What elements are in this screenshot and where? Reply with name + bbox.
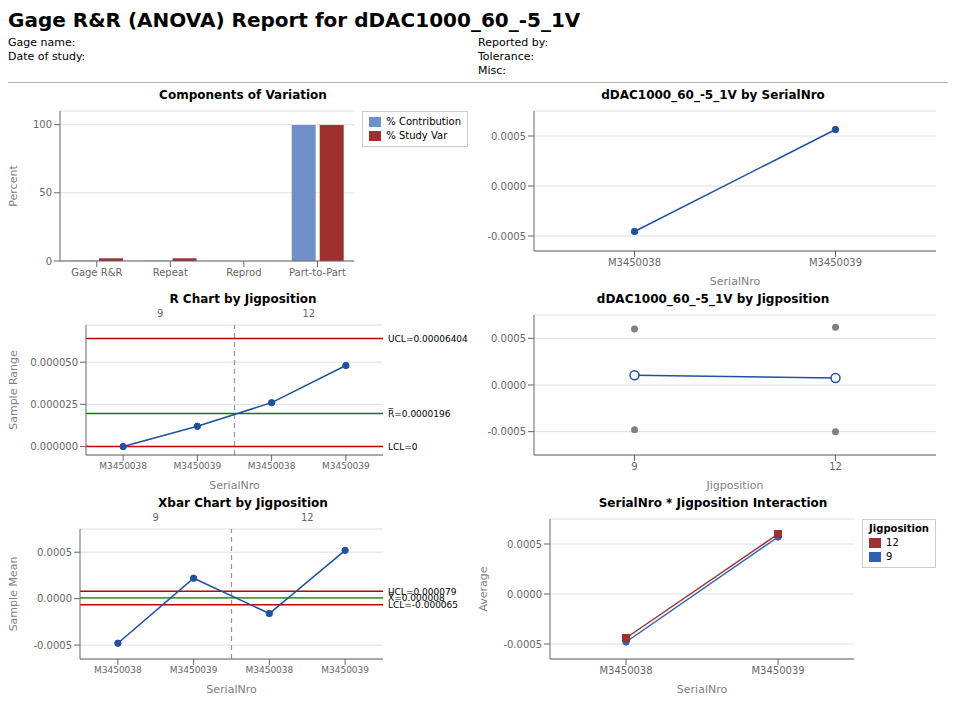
html-text:dDAC1000_60_-5_1V by SerialNro: dDAC1000_60_-5_1V by SerialNro bbox=[601, 88, 825, 102]
svg-text:M3450038: M3450038 bbox=[248, 461, 296, 471]
svg-text:Repeat: Repeat bbox=[153, 267, 188, 278]
svg-text:Percent: Percent bbox=[8, 165, 20, 207]
svg-text:12: 12 bbox=[829, 461, 842, 472]
svg-text:0.0005: 0.0005 bbox=[491, 131, 526, 142]
html-text:dDAC1000_60_-5_1V by Jigpositi: dDAC1000_60_-5_1V by Jigposition bbox=[596, 292, 830, 306]
svg-text:0.000025: 0.000025 bbox=[30, 399, 78, 410]
svg-text:0: 0 bbox=[46, 256, 52, 267]
svg-text:9: 9 bbox=[153, 512, 159, 523]
svg-text:UCL=0.00006404: UCL=0.00006404 bbox=[388, 334, 468, 344]
svg-text:12: 12 bbox=[302, 308, 315, 319]
svg-text:-0.0005: -0.0005 bbox=[487, 426, 526, 437]
svg-text:0.0000: 0.0000 bbox=[37, 593, 72, 604]
svg-text:0.0005: 0.0005 bbox=[37, 547, 72, 558]
svg-text:100: 100 bbox=[33, 119, 52, 130]
html-text:Components of Variation: Components of Variation bbox=[159, 88, 327, 102]
svg-text:50: 50 bbox=[39, 187, 52, 198]
svg-text:0.0005: 0.0005 bbox=[507, 539, 542, 550]
html-text:SerialNro * Jigposition Intera: SerialNro * Jigposition Interaction bbox=[598, 496, 828, 510]
svg-text:M3450039: M3450039 bbox=[809, 257, 862, 268]
html-text:% Contribution: % Contribution bbox=[386, 116, 461, 127]
svg-text:M3450039: M3450039 bbox=[322, 461, 370, 471]
svg-text:M3450038: M3450038 bbox=[245, 665, 293, 675]
html-text:Xbar Chart by Jigposition: Xbar Chart by Jigposition bbox=[158, 496, 328, 510]
svg-text:-0.0005: -0.0005 bbox=[487, 231, 526, 242]
html-text:9: 9 bbox=[886, 551, 893, 562]
svg-text:M3450039: M3450039 bbox=[751, 665, 804, 676]
svg-text:Sample Range: Sample Range bbox=[8, 350, 20, 430]
svg-text:Average: Average bbox=[478, 566, 490, 611]
svg-text:SerialNro: SerialNro bbox=[206, 683, 257, 696]
svg-text:R̅=0.0000196: R̅=0.0000196 bbox=[388, 408, 451, 419]
html-text:12: 12 bbox=[886, 537, 899, 548]
html-text:Tolerance:: Tolerance: bbox=[478, 50, 535, 63]
svg-text:Part-to-Part: Part-to-Part bbox=[289, 267, 346, 278]
svg-text:Gage R&R: Gage R&R bbox=[71, 267, 122, 278]
svg-text:SerialNro: SerialNro bbox=[710, 275, 761, 288]
svg-text:0.000000: 0.000000 bbox=[30, 441, 78, 452]
html-text:% Study Var: % Study Var bbox=[386, 130, 448, 141]
svg-text:M3450038: M3450038 bbox=[99, 461, 147, 471]
svg-text:M3450038: M3450038 bbox=[608, 257, 661, 268]
svg-text:-0.0005: -0.0005 bbox=[33, 640, 72, 651]
svg-text:Reprod: Reprod bbox=[226, 267, 261, 278]
svg-text:SerialNro: SerialNro bbox=[209, 479, 260, 492]
html-text:R Chart by Jigposition: R Chart by Jigposition bbox=[169, 292, 317, 306]
html-text:Gage R&R (ANOVA) Report for dD: Gage R&R (ANOVA) Report for dDAC1000_60_… bbox=[8, 8, 581, 32]
html-text:Jigposition: Jigposition bbox=[869, 523, 929, 534]
html-text:Misc:: Misc: bbox=[478, 64, 506, 77]
svg-text:0.0005: 0.0005 bbox=[491, 333, 526, 344]
html-text:Reported by:: Reported by: bbox=[478, 36, 549, 49]
svg-text:M3450039: M3450039 bbox=[173, 461, 221, 471]
svg-text:SerialNro: SerialNro bbox=[677, 683, 728, 696]
svg-text:M3450039: M3450039 bbox=[170, 665, 218, 675]
svg-text:9: 9 bbox=[157, 308, 163, 319]
html-text:Gage name:: Gage name: bbox=[8, 36, 76, 49]
svg-text:Sample Mean: Sample Mean bbox=[8, 557, 20, 632]
svg-text:0.000050: 0.000050 bbox=[30, 357, 78, 368]
svg-text:LCL=-0.000065: LCL=-0.000065 bbox=[388, 600, 458, 610]
html-text:Date of study:: Date of study: bbox=[8, 50, 86, 63]
svg-text:M3450038: M3450038 bbox=[94, 665, 142, 675]
svg-text:M3450038: M3450038 bbox=[599, 665, 652, 676]
svg-text:-0.0005: -0.0005 bbox=[503, 639, 542, 650]
svg-text:9: 9 bbox=[631, 461, 637, 472]
svg-text:Jigposition: Jigposition bbox=[706, 479, 764, 492]
svg-text:X̅=0.000008: X̅=0.000008 bbox=[388, 593, 445, 604]
svg-text:0.0000: 0.0000 bbox=[491, 380, 526, 391]
svg-text:LCL=0: LCL=0 bbox=[388, 442, 418, 452]
svg-text:12: 12 bbox=[301, 512, 314, 523]
svg-text:0.0000: 0.0000 bbox=[491, 181, 526, 192]
svg-text:0.0000: 0.0000 bbox=[507, 589, 542, 600]
svg-text:UCL=0.000079: UCL=0.000079 bbox=[388, 586, 457, 597]
svg-text:M3450039: M3450039 bbox=[321, 665, 369, 675]
